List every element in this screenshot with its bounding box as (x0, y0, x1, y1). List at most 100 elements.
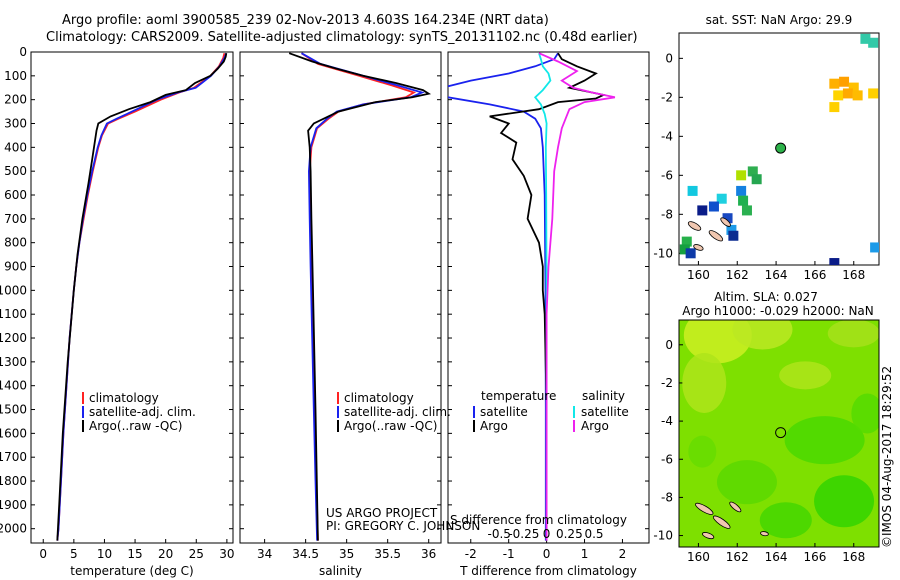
ytick-label: 1600 (0, 426, 27, 440)
argo-position-marker (775, 142, 787, 154)
map-xtick-label: 164 (765, 550, 788, 564)
sst-cell (852, 90, 863, 101)
map-ytick-label: -4 (661, 129, 673, 143)
island (760, 531, 769, 537)
ytick-label: 1300 (0, 355, 27, 369)
sst-cell (839, 76, 850, 87)
map-xtick-label: 168 (842, 268, 865, 282)
sst-cell (697, 205, 708, 216)
sst-cell (870, 242, 879, 253)
sst-map-title: sat. SST: NaN Argo: 29.9 (706, 13, 853, 27)
xtick-label: 36 (421, 547, 436, 561)
xtick-label-salinity-diff: -0.25 (508, 527, 539, 541)
ytick-label: 1500 (0, 403, 27, 417)
ytick-label: 1900 (0, 498, 27, 512)
xtick-label: 10 (97, 547, 112, 561)
sst-cell (687, 185, 698, 196)
legend-title-salinity: salinity (582, 389, 625, 403)
map-ytick-label: -4 (661, 414, 673, 428)
ytick-label: 300 (4, 117, 27, 131)
map-ytick-label: -10 (653, 246, 673, 260)
legend-label: climatology (344, 391, 414, 405)
sst-cell (685, 248, 696, 259)
xtick-label: -1 (503, 547, 515, 561)
sst-cell (716, 193, 727, 204)
map-ytick-label: -2 (661, 90, 673, 104)
xtick-label: 5 (70, 547, 78, 561)
sla-map-border (678, 319, 880, 548)
sst-cell (679, 244, 690, 255)
series-satellite-adj-clim- (301, 52, 425, 541)
map-xtick-label: 160 (687, 268, 710, 282)
figure-title-line2: Climatology: CARS2009. Satellite-adjuste… (46, 30, 638, 45)
xtick-label: 34 (257, 547, 272, 561)
ytick-label: 600 (4, 188, 27, 202)
ytick-label: 1000 (0, 283, 27, 297)
ytick-label: 500 (4, 164, 27, 178)
xtick-label: 0 (543, 547, 551, 561)
sst-cell (751, 174, 762, 185)
sst-cell (842, 88, 853, 99)
sla-field-patch (682, 352, 727, 413)
island (708, 230, 724, 242)
ytick-label: 400 (4, 140, 27, 154)
xtick-label: 34.5 (292, 547, 319, 561)
sst-cell (860, 33, 871, 44)
ytick-label: 2000 (0, 522, 27, 536)
island (712, 515, 731, 529)
xtick-label: 20 (158, 547, 173, 561)
project-annotation: US ARGO PROJECT (326, 506, 438, 520)
island (720, 217, 731, 227)
sla-field-patch (814, 475, 875, 528)
sla-field-patch (716, 460, 777, 505)
xtick-label: 30 (219, 547, 234, 561)
sla-field-patch (688, 435, 717, 468)
ytick-label: 200 (4, 93, 27, 107)
sst-cell (829, 258, 840, 265)
xtick-label-salinity-diff: -0.5 (487, 527, 510, 541)
sst-cell (728, 230, 739, 241)
map-xtick-label: 166 (803, 550, 826, 564)
legend-label: satellite-adj. clim. (89, 405, 196, 419)
island (687, 221, 702, 231)
series-argo-raw-qc- (56, 53, 228, 541)
xtick-label: 35 (339, 547, 354, 561)
island (695, 502, 714, 515)
panel-frame-temperature (30, 51, 234, 544)
legend-title-temperature: temperature (481, 389, 556, 403)
panel-frame-salinity (239, 51, 442, 544)
panel-frame-differences (447, 51, 650, 544)
sla-field-patch (779, 361, 832, 390)
ytick-label: 1100 (0, 307, 27, 321)
map-ytick-label: -6 (661, 168, 673, 182)
map-ytick-label: -6 (661, 452, 673, 466)
sla-field-patch (759, 502, 812, 539)
sst-cell (741, 205, 752, 216)
ytick-label: 0 (19, 45, 27, 59)
xtick-label-salinity-diff: 0.5 (584, 527, 603, 541)
xtick-label: -2 (465, 547, 477, 561)
figure-title-line1: Argo profile: aoml 3900585_239 02-Nov-20… (62, 13, 549, 28)
sla-title-line2: Argo h1000: -0.029 h2000: NaN (682, 304, 874, 318)
sst-cell (848, 82, 859, 93)
sst-cell (736, 185, 747, 196)
sla-field-patch (827, 320, 879, 348)
sla-field-patch (851, 393, 879, 434)
xtick-label-salinity-diff: 0 (543, 527, 551, 541)
sst-cell (833, 90, 844, 101)
xtick-label: 1 (581, 547, 589, 561)
map-xtick-label: 162 (726, 268, 749, 282)
xtick-label: 2 (619, 547, 627, 561)
ytick-label: 100 (4, 69, 27, 83)
xaxis-label: temperature (deg C) (70, 564, 193, 578)
ytick-label: 1700 (0, 450, 27, 464)
xtick-label: 0 (39, 547, 47, 561)
map-xtick-label: 164 (765, 268, 788, 282)
map-ytick-label: -8 (661, 207, 673, 221)
map-ytick-label: -2 (661, 376, 673, 390)
island (702, 532, 715, 540)
xtick-label: 25 (189, 547, 204, 561)
ytick-label: 800 (4, 236, 27, 250)
series-temperature-argo (489, 52, 607, 541)
map-ytick-label: -10 (653, 529, 673, 543)
